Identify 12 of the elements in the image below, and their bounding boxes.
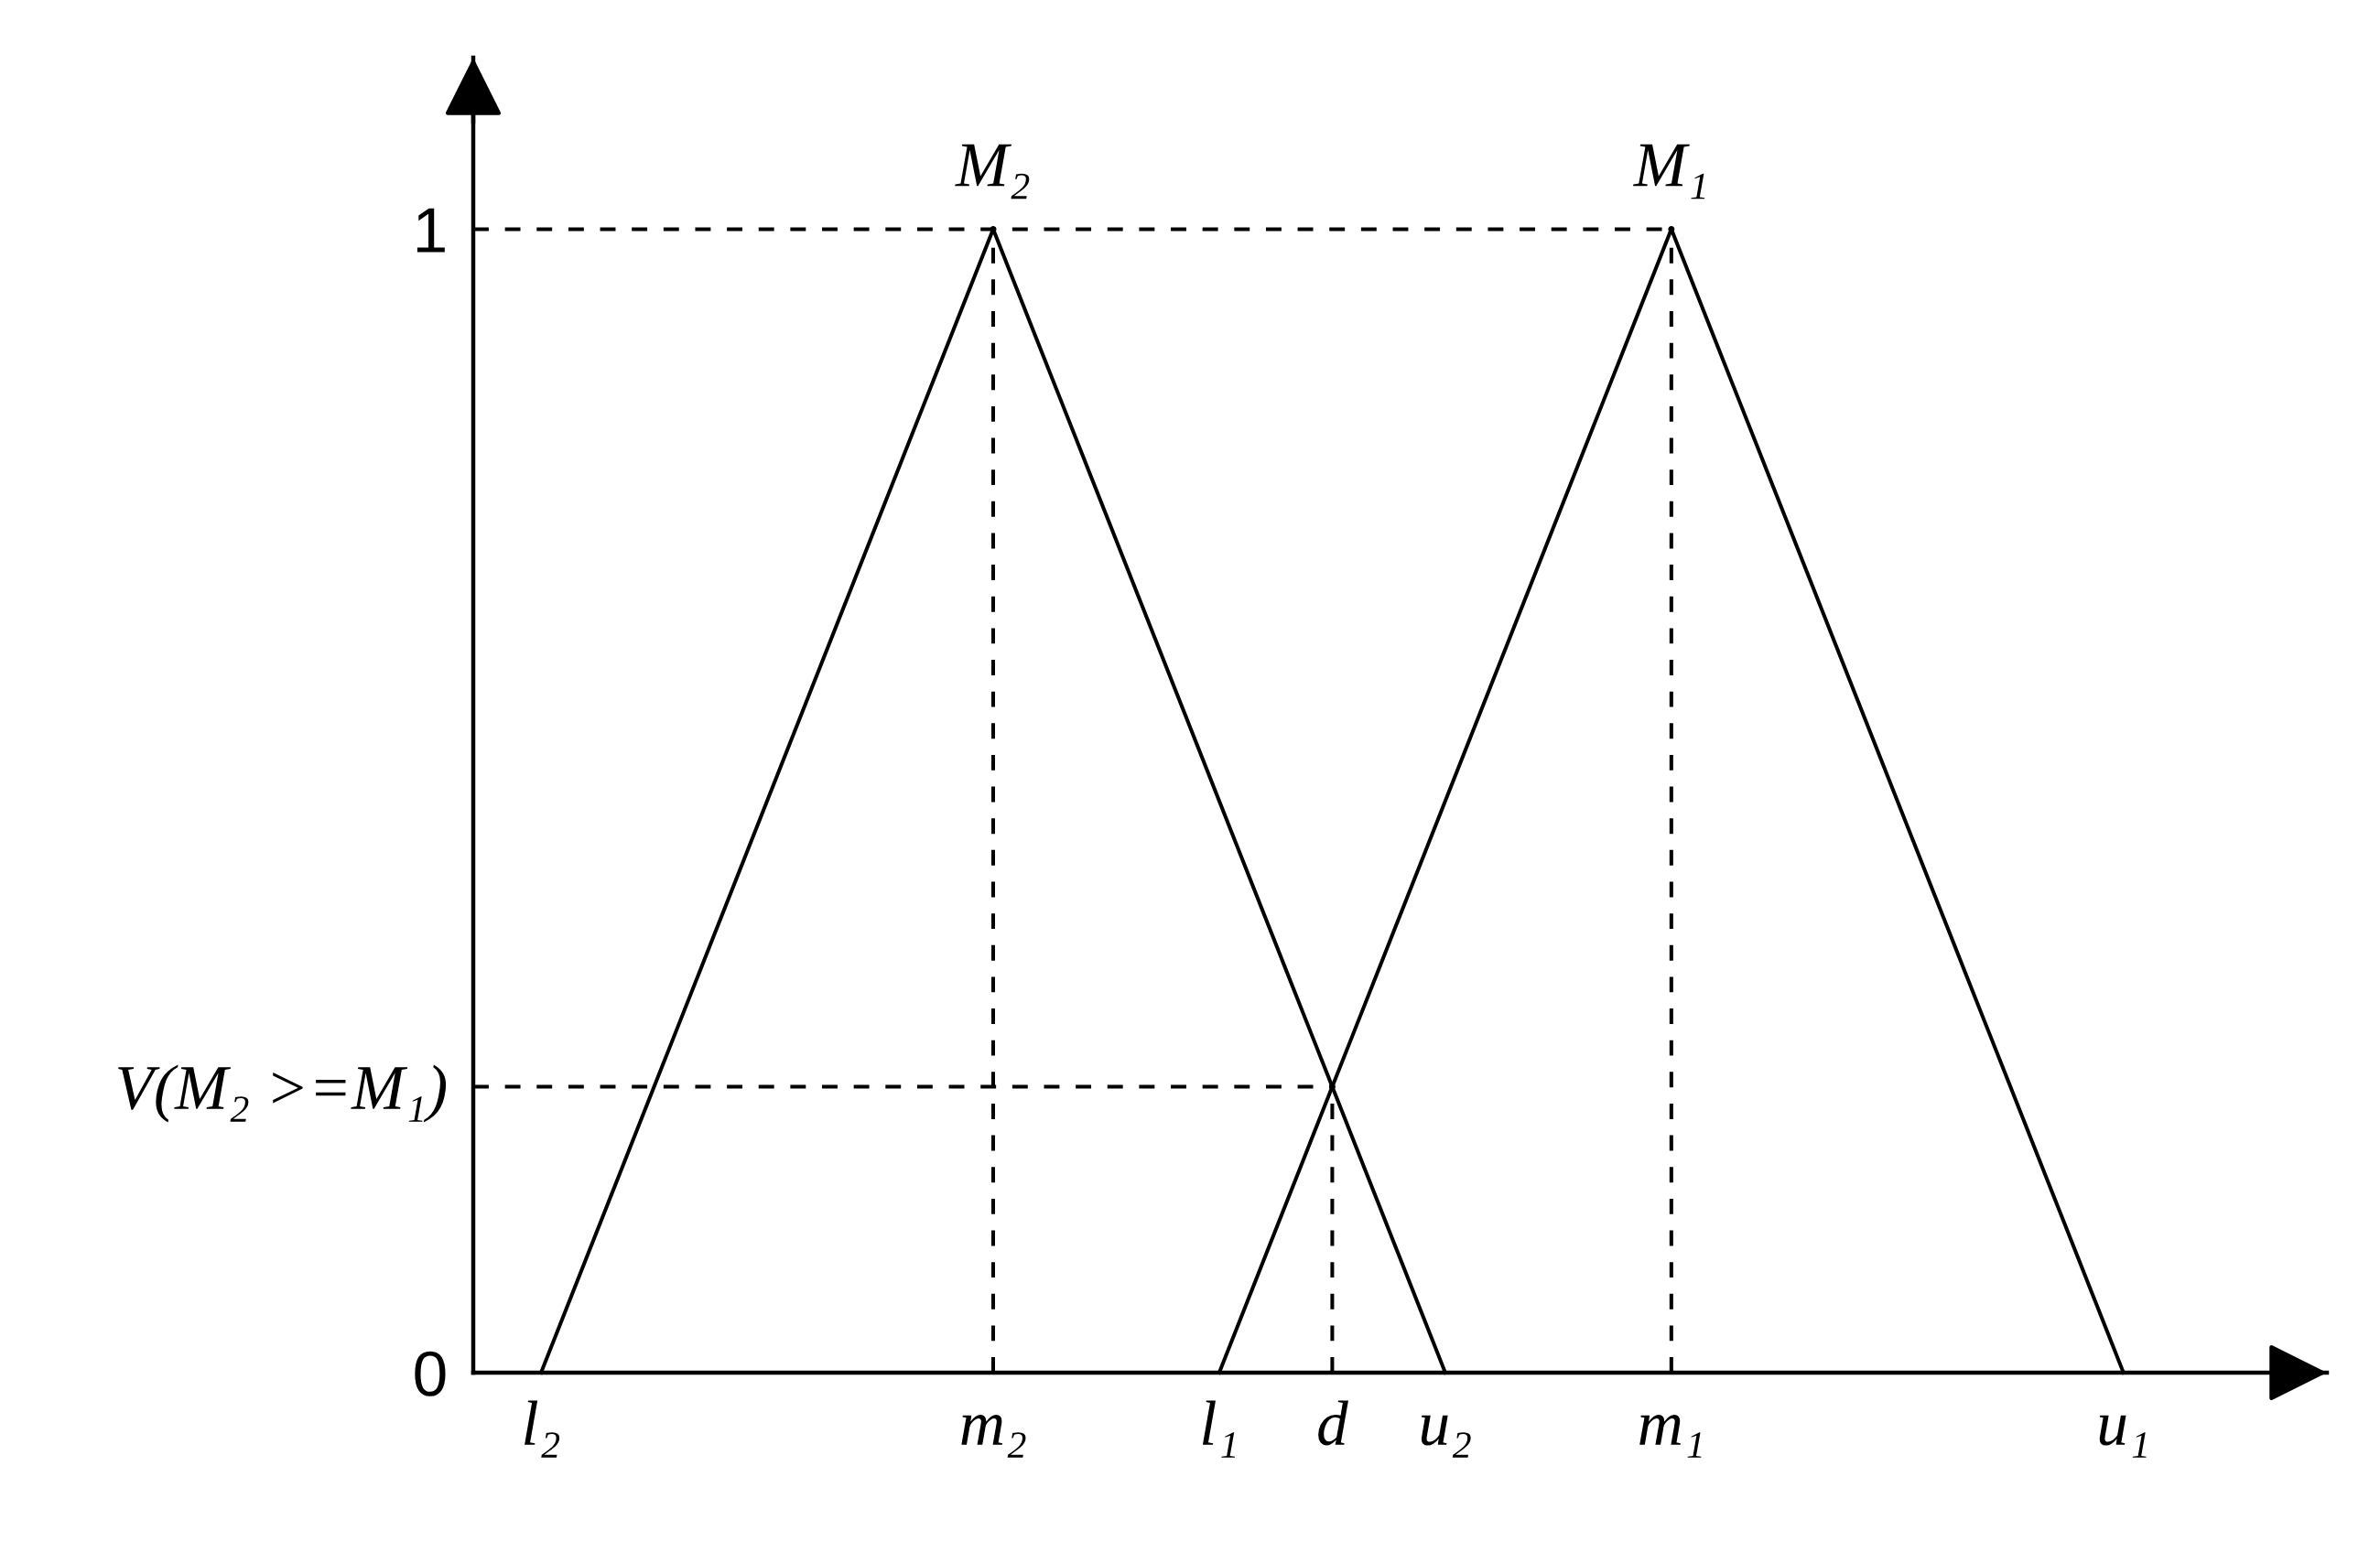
series-label: M₂ — [955, 144, 1030, 199]
x-tick-label: u₁ — [2099, 1415, 2147, 1458]
x-tick-label: m₂ — [961, 1415, 1026, 1458]
x-tick-label: l₁ — [1202, 1400, 1236, 1458]
y-tick-label: 1 — [416, 208, 445, 253]
y-tick-label: V(M₂ >=M₁) — [118, 1064, 447, 1123]
x-tick-label: l₂ — [525, 1400, 560, 1458]
x-tick-label: m₁ — [1639, 1415, 1702, 1458]
x-tick-label: d — [1318, 1400, 1348, 1446]
y-tick-label: 0 — [415, 1351, 446, 1396]
x-tick-label: u₂ — [1421, 1415, 1471, 1458]
series-label: M₁ — [1633, 144, 1705, 199]
